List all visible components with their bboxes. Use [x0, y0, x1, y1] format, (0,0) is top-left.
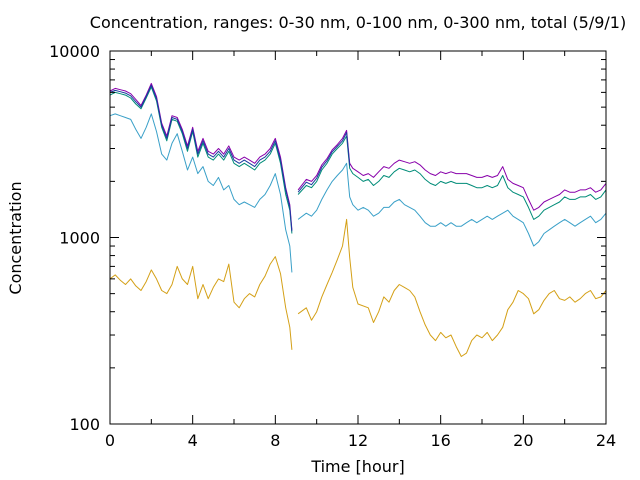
- series-3-line-1: [297, 129, 607, 211]
- plot-frame: [109, 50, 607, 425]
- x-tick-label-0: 0: [105, 431, 115, 450]
- series-1: [109, 113, 607, 273]
- chart-title: Concentration, ranges: 0-30 nm, 0-100 nm…: [90, 13, 626, 32]
- series-1-line-0: [109, 113, 293, 273]
- series-0-line-1: [297, 218, 607, 357]
- x-axis-label: Time [hour]: [310, 457, 404, 476]
- y-tick-label-1000: 1000: [59, 229, 100, 248]
- x-tick-label-20: 20: [513, 431, 533, 450]
- series-2-line-0: [109, 86, 293, 234]
- x-tick-label-12: 12: [348, 431, 368, 450]
- ticks-layer: 0 4 8 12 16 20 24 100 1000 10000: [49, 42, 616, 450]
- series-4-line-1: [297, 132, 351, 193]
- series-1-line-1: [297, 162, 607, 247]
- series-2: [109, 86, 607, 234]
- y-tick-label-100: 100: [69, 415, 100, 434]
- x-tick-label-24: 24: [596, 431, 616, 450]
- series-0: [109, 218, 607, 357]
- series-0-line-0: [109, 256, 293, 350]
- y-tick-label-10000: 10000: [49, 42, 100, 61]
- series-2-line-1: [297, 135, 607, 220]
- series-3-line-0: [109, 82, 293, 230]
- series-4: [109, 84, 351, 232]
- x-tick-label-16: 16: [430, 431, 450, 450]
- series-3: [109, 82, 607, 230]
- y-axis-label: Concentration: [6, 181, 25, 294]
- x-tick-label-4: 4: [188, 431, 198, 450]
- series-layer: [109, 82, 607, 357]
- x-tick-label-8: 8: [270, 431, 280, 450]
- series-4-line-0: [109, 84, 293, 232]
